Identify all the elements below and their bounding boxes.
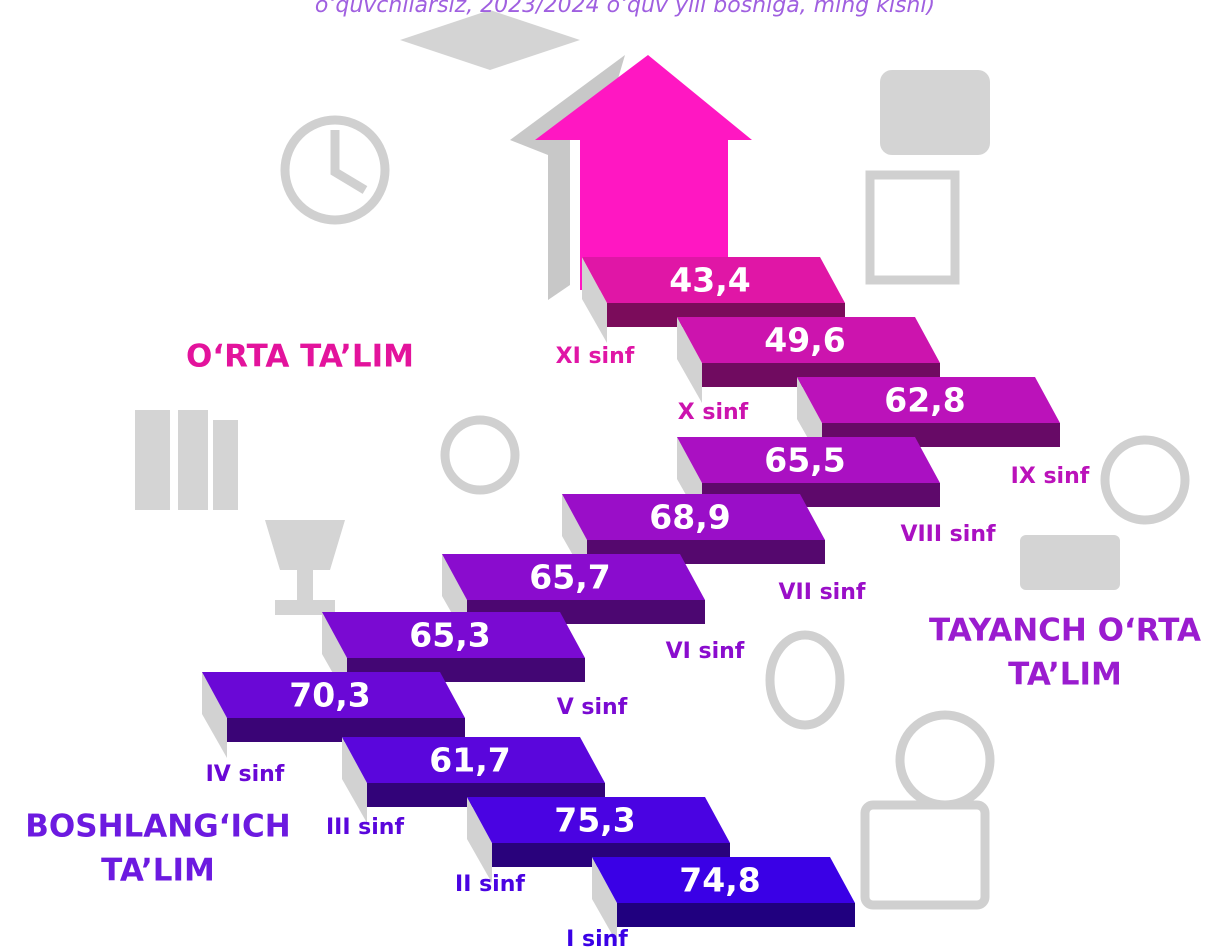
value-label: 65,7 (529, 558, 610, 597)
step-top (797, 377, 1060, 423)
board-icon (860, 800, 990, 910)
grade-label: IV sinf (206, 762, 285, 787)
grade-label: VII sinf (779, 580, 866, 605)
ball-icon (895, 710, 995, 810)
value-label: 49,6 (764, 321, 845, 360)
value-label: 65,3 (409, 616, 490, 655)
grade-label: V sinf (557, 695, 628, 720)
grade-label: X sinf (678, 400, 749, 425)
grade-label: II sinf (455, 872, 525, 897)
screen-icon (1020, 535, 1120, 590)
value-label: 74,8 (679, 861, 760, 900)
step-riser (677, 317, 702, 403)
book-icon (178, 410, 208, 510)
grade-label: III sinf (326, 815, 405, 840)
arrow-body (535, 55, 752, 290)
step-riser (202, 672, 227, 758)
step-top (592, 857, 855, 903)
step-top (467, 797, 730, 843)
step: 70,3 (202, 672, 465, 758)
group-label: TA’LIM (1008, 657, 1122, 693)
value-label: 68,9 (649, 498, 730, 537)
book-icon (213, 420, 238, 510)
group-label: BOSHLANG‘ICH (25, 809, 290, 845)
grade-label: IX sinf (1011, 464, 1090, 489)
arrow (510, 55, 752, 300)
background-icons (135, 10, 1190, 910)
step-front (227, 718, 465, 742)
step-top (202, 672, 465, 718)
palette-icon (1100, 435, 1190, 525)
owl-icon (765, 630, 845, 730)
group-label: O‘RTA TA’LIM (186, 339, 414, 375)
group-labels: O‘RTA TA’LIM TAYANCH O‘RTA TA’LIM BOSHLANG‘… (25, 339, 1201, 889)
step-top (562, 494, 825, 540)
grade-label: VIII sinf (900, 522, 996, 547)
value-label: 70,3 (289, 676, 370, 715)
value-label: 65,5 (764, 441, 845, 480)
step-top (677, 317, 940, 363)
step-top (677, 437, 940, 483)
step-riser (592, 857, 617, 943)
clock-hands (330, 130, 368, 194)
grade-label: XI sinf (556, 344, 635, 369)
grade-label: VI sinf (666, 639, 745, 664)
value-label: 62,8 (884, 381, 965, 420)
step-top (442, 554, 705, 600)
step-top (322, 612, 585, 658)
subtitle: o‘quvchilarsiz, 2023/2024 o‘quv yili bos… (315, 0, 935, 18)
value-label: 43,4 (669, 261, 750, 300)
group-label: TA’LIM (101, 853, 215, 889)
step-top (342, 737, 605, 783)
step-riser (467, 797, 492, 883)
cap-icon (400, 10, 580, 70)
step-front (617, 903, 855, 927)
trophy-icon (265, 520, 345, 615)
bag-icon (880, 70, 990, 155)
clock-icon (280, 115, 390, 225)
step: 49,6 (677, 317, 940, 403)
value-label: 61,7 (429, 741, 510, 780)
step-top (582, 257, 845, 303)
steps: 43,4 XI sinf 49,6 X sinf 62,8 IX sinf 65,5 VIII… (202, 257, 1090, 952)
book-icon (135, 410, 170, 510)
document-icon (865, 170, 960, 285)
globe-icon (440, 415, 520, 495)
step: 65,7 (442, 554, 705, 640)
step-riser (582, 257, 607, 343)
grade-label: I sinf (566, 927, 628, 952)
step-riser (342, 737, 367, 823)
value-label: 75,3 (554, 801, 635, 840)
step: 74,8 (592, 857, 855, 943)
group-label: TAYANCH O‘RTA (929, 613, 1201, 649)
